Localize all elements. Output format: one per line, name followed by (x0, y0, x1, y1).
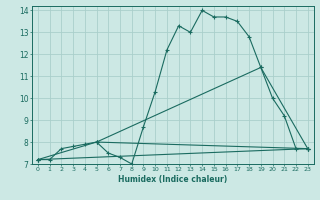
X-axis label: Humidex (Indice chaleur): Humidex (Indice chaleur) (118, 175, 228, 184)
